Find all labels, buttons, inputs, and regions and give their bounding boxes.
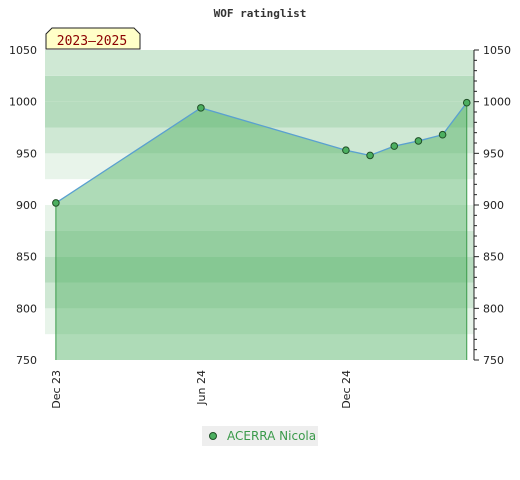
background-band — [45, 230, 474, 257]
y-tick-label-right: 850 — [483, 251, 504, 264]
y-tick-label-left: 1000 — [9, 96, 37, 109]
data-point — [438, 130, 447, 139]
x-axis: Dec 23 Jun 24 Dec 24 — [50, 370, 353, 409]
background-bands — [45, 50, 474, 360]
x-tick-label: Dec 24 — [340, 370, 353, 409]
legend-box — [202, 426, 318, 446]
background-band — [45, 50, 474, 76]
y-tick-label-left: 800 — [16, 302, 37, 315]
background-band — [45, 179, 474, 205]
background-band — [45, 334, 474, 360]
y-axis-right: 750 800 850 900 950 1000 1050 — [473, 44, 511, 367]
data-point — [366, 151, 374, 160]
y-tick-label-left: 900 — [16, 199, 37, 212]
series-line-path — [55, 102, 468, 204]
y-tick-label-right: 1000 — [483, 96, 511, 109]
background-band — [45, 205, 474, 231]
x-tick-label: Jun 24 — [195, 370, 208, 406]
series-area-fill — [55, 102, 467, 360]
legend-label: ACERRA Nicola — [227, 429, 316, 443]
series-markers — [52, 98, 471, 207]
y-tick-label-left: 850 — [16, 251, 37, 264]
chart-title: WOF ratinglist — [214, 7, 307, 20]
data-point — [462, 98, 471, 107]
y-tick-label-right: 1050 — [483, 44, 511, 57]
legend-marker — [209, 432, 217, 440]
period-badge-label: 2023–2025 — [57, 34, 127, 49]
data-point — [342, 146, 350, 155]
y-tick-label-right: 950 — [483, 147, 504, 160]
y-tick-label-left: 950 — [16, 147, 37, 160]
background-band — [45, 127, 474, 154]
data-point — [390, 142, 399, 150]
series-line — [55, 102, 468, 204]
background-band — [45, 153, 474, 180]
y-tick-label-right: 800 — [483, 302, 504, 315]
background-band — [45, 282, 474, 309]
background-band — [45, 101, 474, 128]
y-tick-label-right: 900 — [483, 199, 504, 212]
series-area — [55, 102, 468, 360]
background-band — [45, 256, 474, 283]
x-tick-label: Dec 23 — [50, 370, 63, 409]
background-band — [45, 75, 474, 102]
y-axis-left: 750 800 850 900 950 1000 1050 — [9, 44, 37, 367]
y-tick-label-left: 1050 — [9, 44, 37, 57]
data-point — [52, 199, 60, 207]
y-tick-label-left: 750 — [16, 354, 37, 367]
period-badge-box — [45, 27, 141, 50]
data-point — [197, 104, 205, 112]
legend[interactable]: ACERRA Nicola — [202, 426, 318, 446]
data-point — [414, 137, 423, 145]
y-tick-label-right: 750 — [483, 354, 504, 367]
period-badge: 2023–2025 — [45, 27, 141, 50]
background-band — [45, 308, 474, 335]
